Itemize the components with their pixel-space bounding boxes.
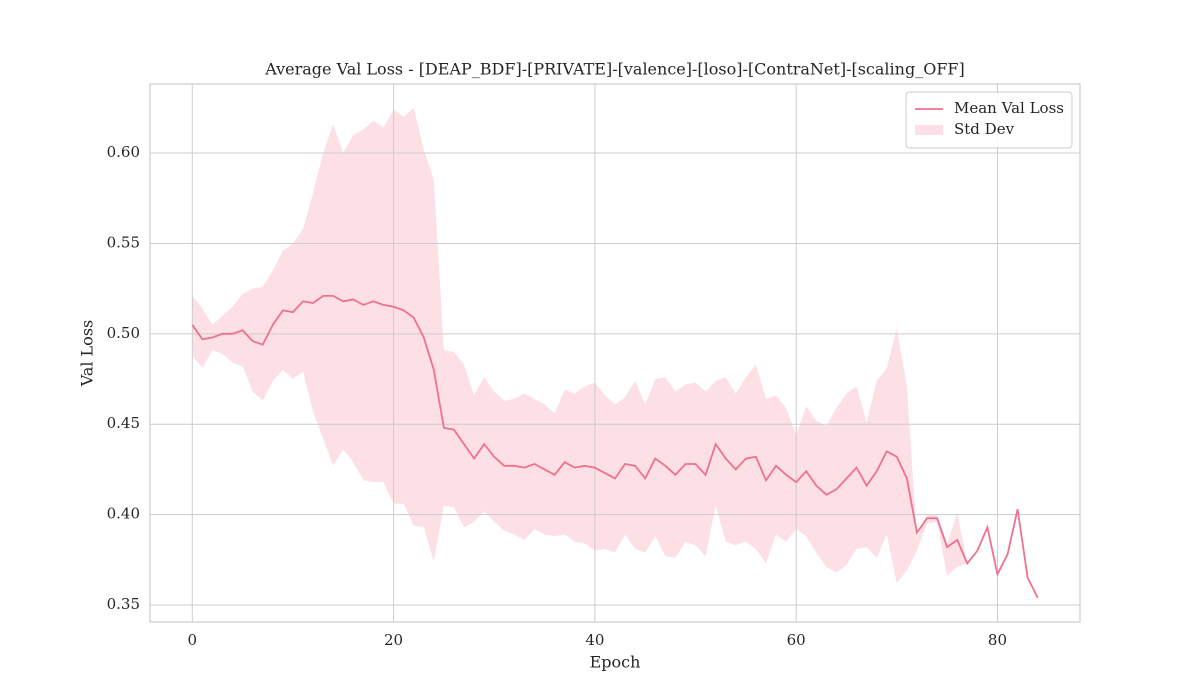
grid-layer (150, 84, 1080, 622)
y-tick-label: 0.35 (107, 595, 140, 613)
y-tick-label: 0.45 (107, 414, 140, 432)
std-band (192, 107, 1038, 598)
plot-frame (149, 83, 1081, 623)
y-axis-label: Val Loss (78, 320, 97, 388)
legend-box (905, 91, 1073, 149)
mean-line (191, 294, 1039, 599)
legend-label: Std Dev (954, 120, 1015, 138)
y-tick-label: 0.55 (107, 233, 140, 251)
x-tick-label: 20 (384, 631, 403, 649)
x-tick-label: 80 (988, 631, 1007, 649)
legend-swatch (915, 125, 943, 135)
x-tick-label: 40 (585, 631, 604, 649)
y-tick-label: 0.40 (107, 505, 140, 523)
x-tick-label: 0 (187, 631, 197, 649)
legend-label: Mean Val Loss (954, 99, 1064, 117)
x-tick-label: 60 (787, 631, 806, 649)
y-tick-label: 0.50 (107, 324, 140, 342)
legend: Mean Val Loss Std Dev (905, 91, 1073, 149)
band-layer (192, 107, 1038, 598)
chart-title: Average Val Loss - [DEAP_BDF]-[PRIVATE]-… (264, 60, 965, 79)
y-tick-label: 0.60 (107, 143, 140, 161)
x-axis-label: Epoch (590, 653, 641, 672)
